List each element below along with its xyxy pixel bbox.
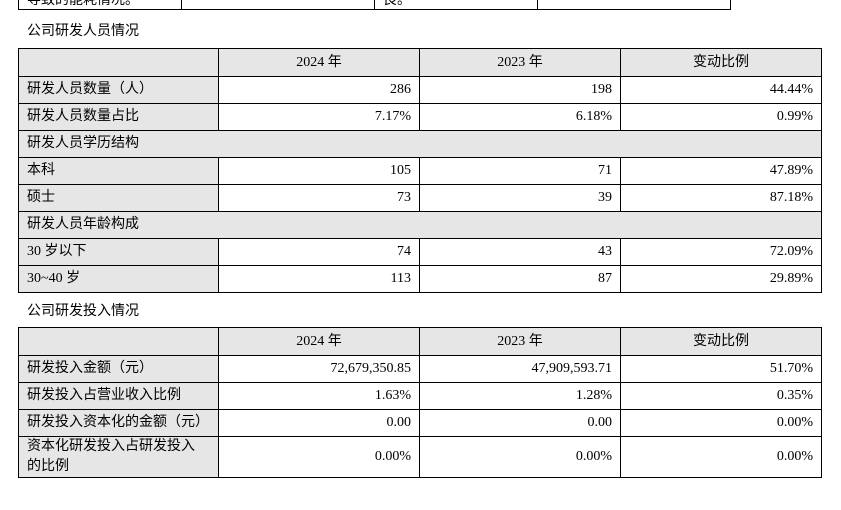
table-row: 研发人员年龄构成 [18,211,822,239]
row-label: 研发投入占营业收入比例 [18,382,219,410]
value-cell: 0.00 [419,409,621,437]
table-row: 资本化研发投入占研发投入的比例 0.00% 0.00% 0.00% [18,436,822,478]
value-cell: 0.00 [218,409,420,437]
value-cell: 113 [218,265,420,293]
group-row-cell: 研发人员学历结构 [18,130,822,158]
fragment-cell [537,0,731,10]
row-label: 研发投入金额（元） [18,355,219,383]
value-cell: 7.17% [218,103,420,131]
value-cell: 72.09% [620,238,822,266]
value-cell: 73 [218,184,420,212]
table-row: 研发人员学历结构 [18,130,822,158]
value-cell: 0.35% [620,382,822,410]
value-cell: 1.63% [218,382,420,410]
table-row: 30~40 岁 113 87 29.89% [18,265,822,293]
value-cell: 1.28% [419,382,621,410]
fragment-cell [181,0,375,10]
value-cell: 74 [218,238,420,266]
row-label: 资本化研发投入占研发投入的比例 [18,436,219,478]
row-label: 30~40 岁 [18,265,219,293]
value-cell: 51.70% [620,355,822,383]
value-cell: 44.44% [620,76,822,104]
row-label: 研发人员数量（人） [18,76,219,104]
header-cell: 变动比例 [620,327,822,356]
personnel-table: 2024 年 2023 年变动比例 研发人员数量（人） 286 198 44.44% 研发人… [18,48,822,293]
value-cell: 71 [419,157,621,185]
row-label: 研发投入资本化的金额（元） [18,409,219,437]
header-cell [18,327,219,356]
header-cell: 2023 年 [419,48,621,77]
table-row: 研发人员数量占比 7.17% 6.18% 0.99% [18,103,822,131]
investment-table: 2024 年 2023 年变动比例 研发投入金额（元） 72,679,350.85 47… [18,327,822,478]
value-cell: 0.00% [620,436,822,478]
value-cell: 87 [419,265,621,293]
value-cell: 47.89% [620,157,822,185]
top-fragment: 导致的能耗情况。 良。 [18,0,731,10]
table-row: 研发投入资本化的金额（元） 0.00 0.00 0.00% [18,409,822,437]
header-cell: 变动比例 [620,48,822,77]
header-cell: 2024 年 [218,327,420,356]
value-cell: 0.00% [218,436,420,478]
row-label: 研发人员数量占比 [18,103,219,131]
group-row-cell: 研发人员年龄构成 [18,211,822,239]
value-cell: 39 [419,184,621,212]
row-label: 本科 [18,157,219,185]
value-cell: 72,679,350.85 [218,355,420,383]
table-row: 研发投入金额（元） 72,679,350.85 47,909,593.71 51.70… [18,355,822,383]
table-row: 本科 105 71 47.89% [18,157,822,185]
table-row: 研发人员数量（人） 286 198 44.44% [18,76,822,104]
section-title: 公司研发人员情况 [27,24,139,39]
header-cell [18,48,219,77]
table-row: 硕士 73 39 87.18% [18,184,822,212]
header-cell: 2023 年 [419,327,621,356]
header-row: 2024 年 2023 年变动比例 [18,327,822,356]
value-cell: 29.89% [620,265,822,293]
value-cell: 6.18% [419,103,621,131]
value-cell: 286 [218,76,420,104]
value-cell: 43 [419,238,621,266]
section-title: 公司研发投入情况 [27,304,139,319]
fragment-cell: 导致的能耗情况。 [18,0,182,10]
value-cell: 198 [419,76,621,104]
value-cell: 0.00% [419,436,621,478]
table-row: 30 岁以下 74 43 72.09% [18,238,822,266]
value-cell: 0.00% [620,409,822,437]
value-cell: 0.99% [620,103,822,131]
fragment-cell: 良。 [374,0,538,10]
row-label: 硕士 [18,184,219,212]
value-cell: 105 [218,157,420,185]
table-row: 研发投入占营业收入比例 1.63% 1.28% 0.35% [18,382,822,410]
value-cell: 87.18% [620,184,822,212]
row-label: 30 岁以下 [18,238,219,266]
header-row: 2024 年 2023 年变动比例 [18,48,822,77]
header-cell: 2024 年 [218,48,420,77]
value-cell: 47,909,593.71 [419,355,621,383]
